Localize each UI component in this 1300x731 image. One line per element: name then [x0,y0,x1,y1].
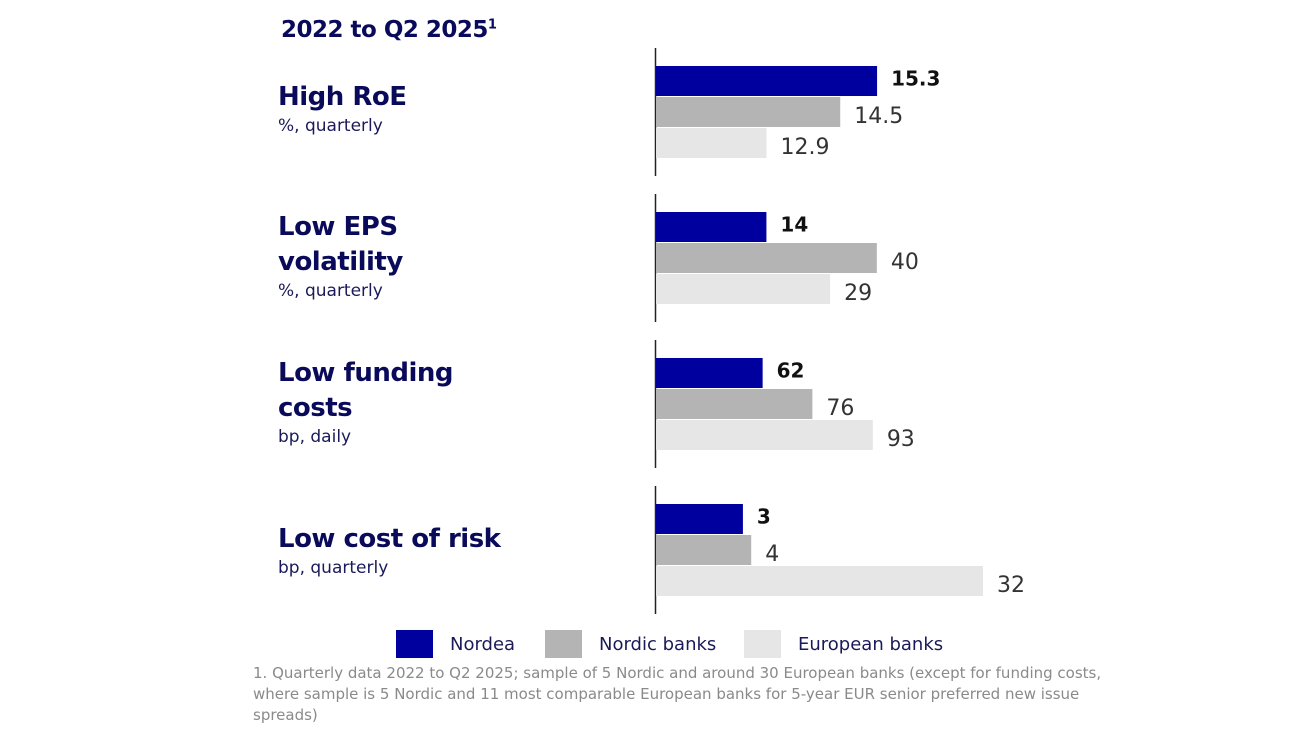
value-label: 32 [997,573,1025,598]
value-label: 14.5 [854,104,903,129]
value-label: 3 [757,505,771,529]
value-label: 62 [777,359,805,383]
bar [656,274,831,304]
panel-label: Low EPS volatility %, quarterly [278,210,508,302]
legend-label: Nordic banks [599,634,716,655]
bar [656,243,877,273]
value-label: 29 [844,281,872,306]
value-label: 12.9 [781,135,830,160]
panel-title: Low funding costs [278,358,453,423]
bar [656,66,878,96]
legend-swatch [396,630,433,658]
bar [656,504,743,534]
bar [656,566,983,596]
heading: 2022 to Q2 20251 [281,17,497,43]
bar [656,128,767,158]
panel-label: Low cost of risk bp, quarterly [278,522,508,579]
heading-note: 1 [487,17,497,33]
panel-title: High RoE [278,82,407,112]
bar [656,97,841,127]
legend-swatch [545,630,582,658]
legend-label: European banks [798,634,943,655]
footnote: 1. Quarterly data 2022 to Q2 2025; sampl… [253,664,1102,724]
panel-subtitle: bp, daily [278,427,352,447]
bar [656,420,873,450]
value-label: 76 [826,396,854,421]
legend-label: Nordea [450,634,515,655]
bar [656,535,752,565]
panel-title: Low EPS volatility [278,212,403,277]
legend-swatch [744,630,781,658]
value-label: 4 [765,542,779,567]
heading-text: 2022 to Q2 2025 [281,17,488,43]
panel-label: Low funding costs bp, daily [278,356,508,448]
value-label: 15.3 [891,67,940,91]
bar [656,358,763,388]
value-label: 40 [891,250,919,275]
panel-label: High RoE %, quarterly [278,80,508,137]
bar [656,389,813,419]
panel-subtitle: bp, quarterly [278,558,389,578]
panel-subtitle: %, quarterly [278,116,383,136]
panel-subtitle: %, quarterly [278,281,383,301]
bar [656,212,767,242]
panel-title: Low cost of risk [278,524,501,554]
value-label: 14 [780,213,808,237]
value-label: 93 [887,427,915,452]
